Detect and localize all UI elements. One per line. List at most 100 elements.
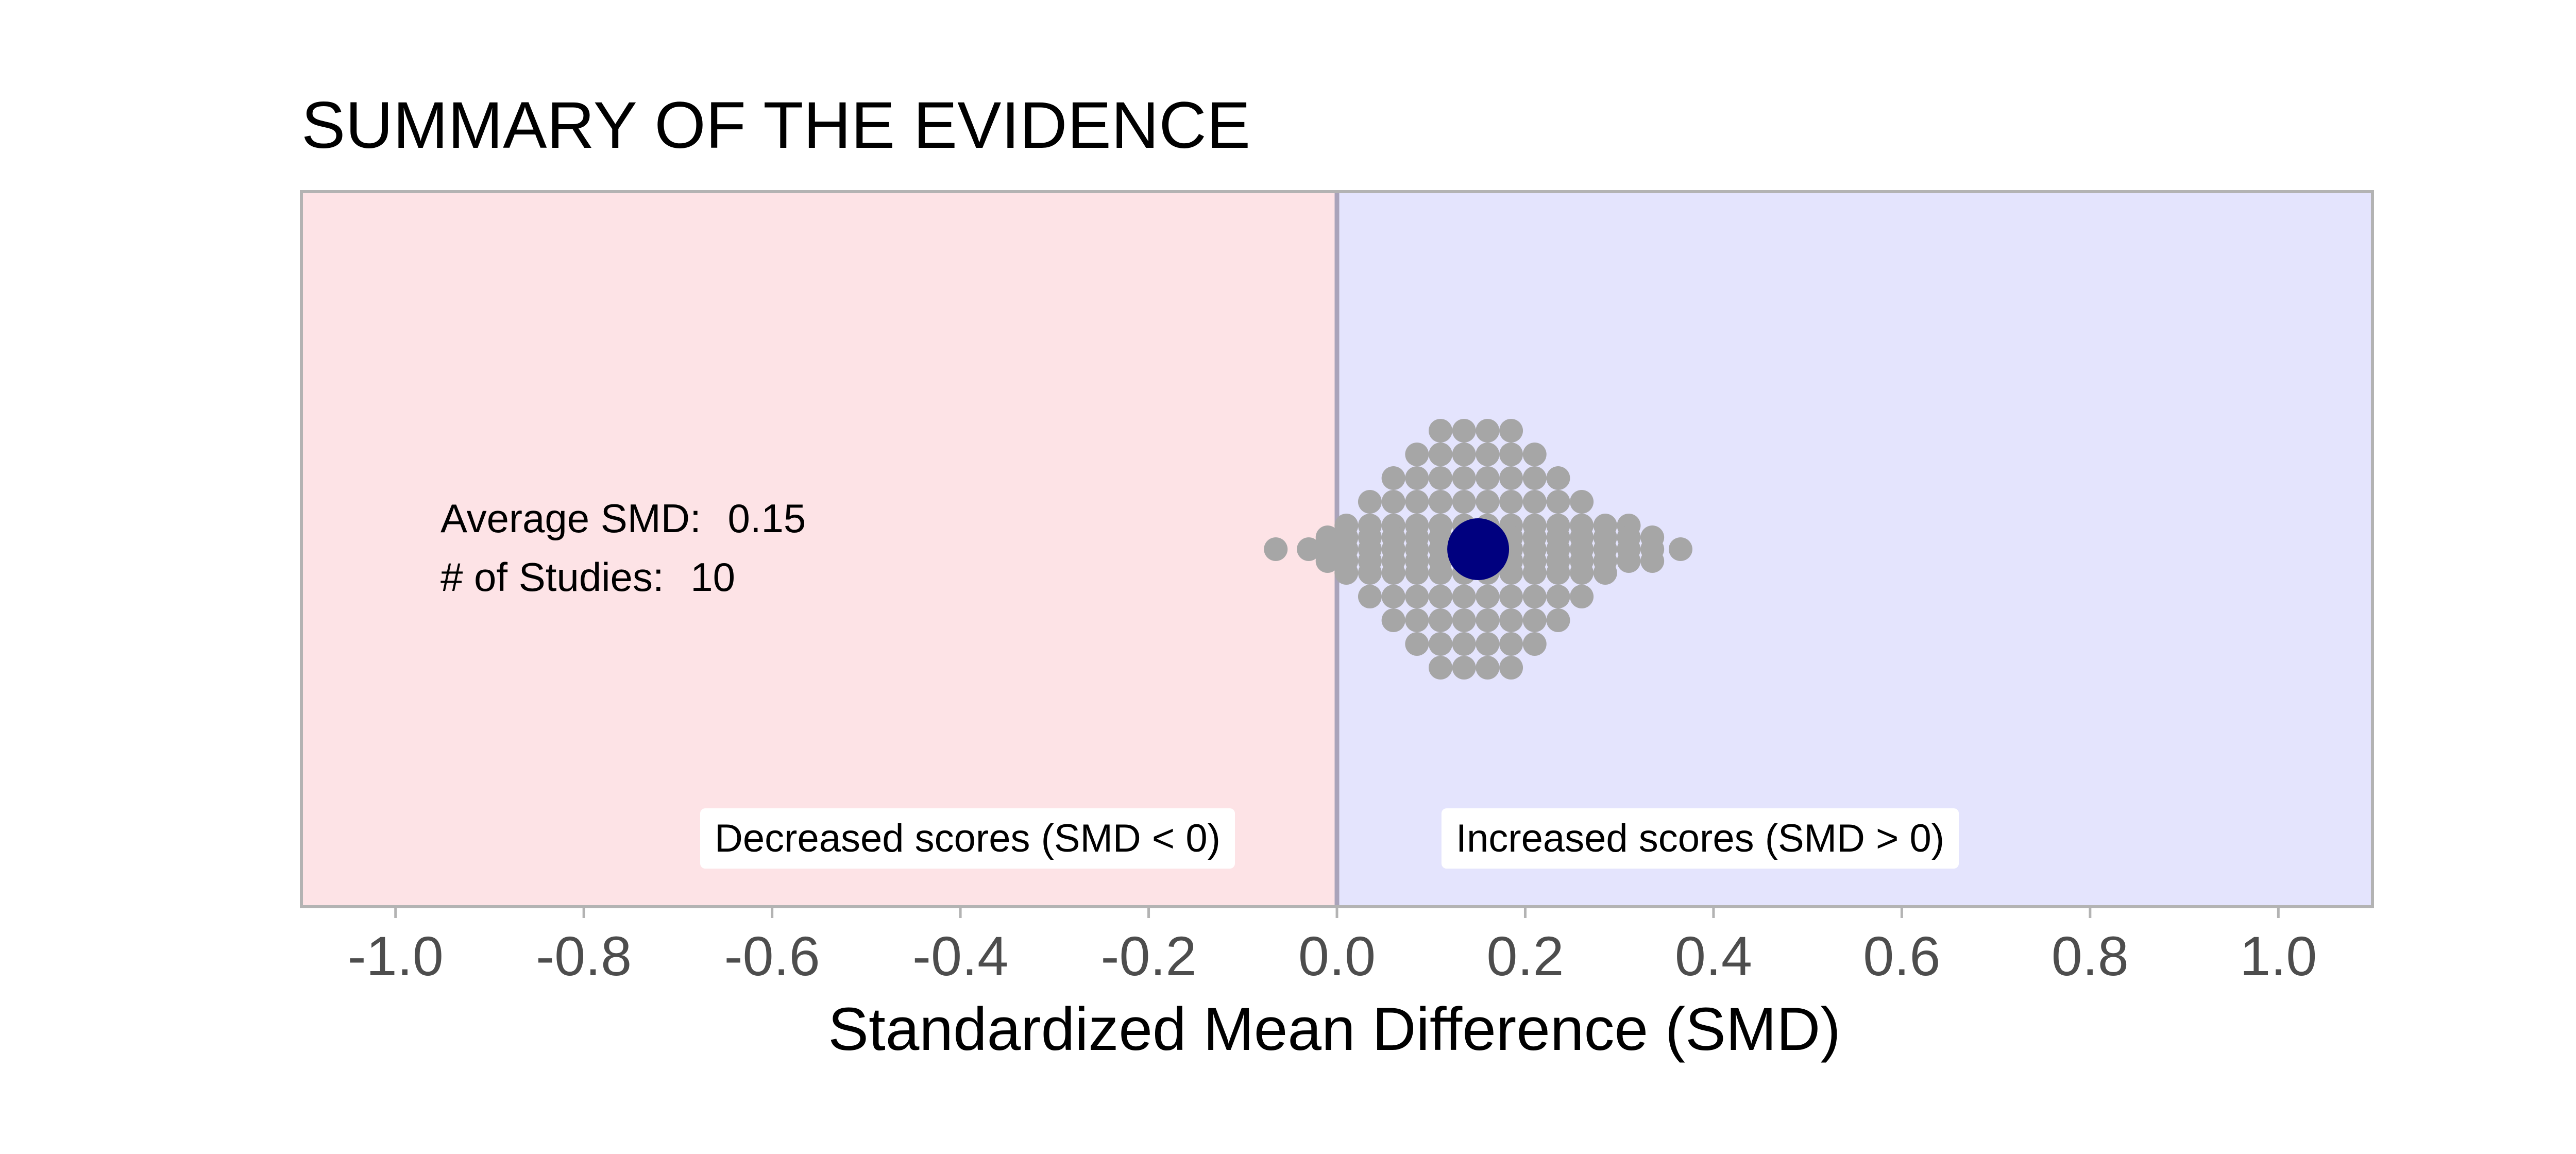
chart-title: SUMMARY OF THE EVIDENCE [301,89,1250,162]
sample-point [1405,561,1429,585]
sample-point [1476,443,1500,466]
x-tick-label: 1.0 [2240,925,2317,987]
summary-annotation: Average SMD: 0.15 # of Studies: 10 [440,496,806,600]
sample-point [1570,561,1594,585]
sample-point [1499,585,1523,608]
sample-point [1522,443,1547,466]
region-label-decreased: Decreased scores (SMD < 0) [700,808,1235,869]
sample-point [1429,585,1452,608]
sample-point [1405,466,1429,490]
region-label-decreased-text: Decreased scores (SMD < 0) [715,817,1221,860]
x-tick-label: 0.4 [1675,925,1752,987]
sample-point [1405,585,1429,608]
num-studies-value: 10 [690,554,735,600]
x-axis-label: Standardized Mean Difference (SMD) [828,995,1840,1063]
sample-point [1429,608,1452,632]
sample-point [1358,490,1382,514]
sample-point [1405,608,1429,632]
sample-point [1476,419,1500,443]
sample-point [1315,549,1340,573]
average-smd-label: Average SMD: [440,496,701,541]
x-tick-label: 0.2 [1486,925,1564,987]
sample-point [1452,656,1476,680]
sample-point [1668,537,1692,561]
sample-point [1429,466,1452,490]
x-tick-label: 0.6 [1863,925,1940,987]
sample-point [1476,490,1500,514]
sample-point [1570,490,1594,514]
average-smd-point [1447,518,1510,580]
num-studies-label: # of Studies: [440,554,664,600]
sample-point [1358,585,1382,608]
sample-point [1499,608,1523,632]
sample-point [1499,490,1523,514]
sample-point [1405,490,1429,514]
sample-point [1476,608,1500,632]
sample-point [1522,608,1547,632]
sample-point [1429,443,1452,466]
region-label-increased-bg [1441,808,1959,869]
sample-point [1452,490,1476,514]
sample-point [1264,537,1288,561]
sample-point [1570,585,1594,608]
sample-point [1522,561,1547,585]
sample-point [1381,608,1405,632]
sample-point [1476,466,1500,490]
num-studies-text: # of Studies: 10 [440,554,735,600]
sample-point [1546,608,1570,632]
sample-point [1522,466,1547,490]
sample-point [1546,561,1570,585]
region-decreased [301,192,1337,907]
sample-point [1499,466,1523,490]
x-tick-label: -0.8 [536,925,632,987]
sample-point [1546,466,1570,490]
x-tick-label: 0.0 [1298,925,1376,987]
x-tick-label: -0.2 [1100,925,1196,987]
x-tick-label: -0.4 [912,925,1008,987]
sample-point [1546,585,1570,608]
sample-point [1429,490,1452,514]
region-label-increased-text: Increased scores (SMD > 0) [1456,817,1944,860]
sample-point [1452,443,1476,466]
sample-point [1522,490,1547,514]
sample-point [1522,632,1547,656]
sample-point [1429,632,1452,656]
sample-point [1297,537,1321,561]
region-label-decreased-bg [700,808,1235,869]
sample-point [1429,656,1452,680]
sample-point [1476,632,1500,656]
sample-point [1499,632,1523,656]
sample-point [1381,561,1405,585]
sample-point [1405,632,1429,656]
sample-point [1640,549,1665,573]
sample-point [1499,561,1523,585]
beeswarm-points [1264,419,1692,680]
sample-point [1334,561,1359,585]
sample-point [1381,490,1405,514]
sample-point [1452,585,1476,608]
sample-point [1546,490,1570,514]
sample-point [1381,585,1405,608]
sample-point [1499,419,1523,443]
sample-point [1522,585,1547,608]
x-axis: -1.0 -0.8 -0.6 -0.4 -0.2 0.0 0.2 0.4 0.6 0.8 1.0 [348,907,2317,987]
sample-point [1617,549,1641,573]
sample-point [1429,561,1452,585]
sample-point [1452,419,1476,443]
x-tick-label: -1.0 [348,925,444,987]
sample-point [1429,419,1452,443]
average-smd-value: 0.15 [727,496,806,541]
x-tick-label: -0.6 [724,925,820,987]
average-smd-text: Average SMD: 0.15 [440,496,806,541]
sample-point [1405,443,1429,466]
sample-point [1499,656,1523,680]
x-tick-label: 0.8 [2052,925,2129,987]
sample-point [1452,632,1476,656]
sample-point [1452,466,1476,490]
region-label-increased: Increased scores (SMD > 0) [1441,808,1959,869]
sample-point [1499,443,1523,466]
sample-point [1476,656,1500,680]
sample-point [1358,561,1382,585]
sample-point [1476,585,1500,608]
